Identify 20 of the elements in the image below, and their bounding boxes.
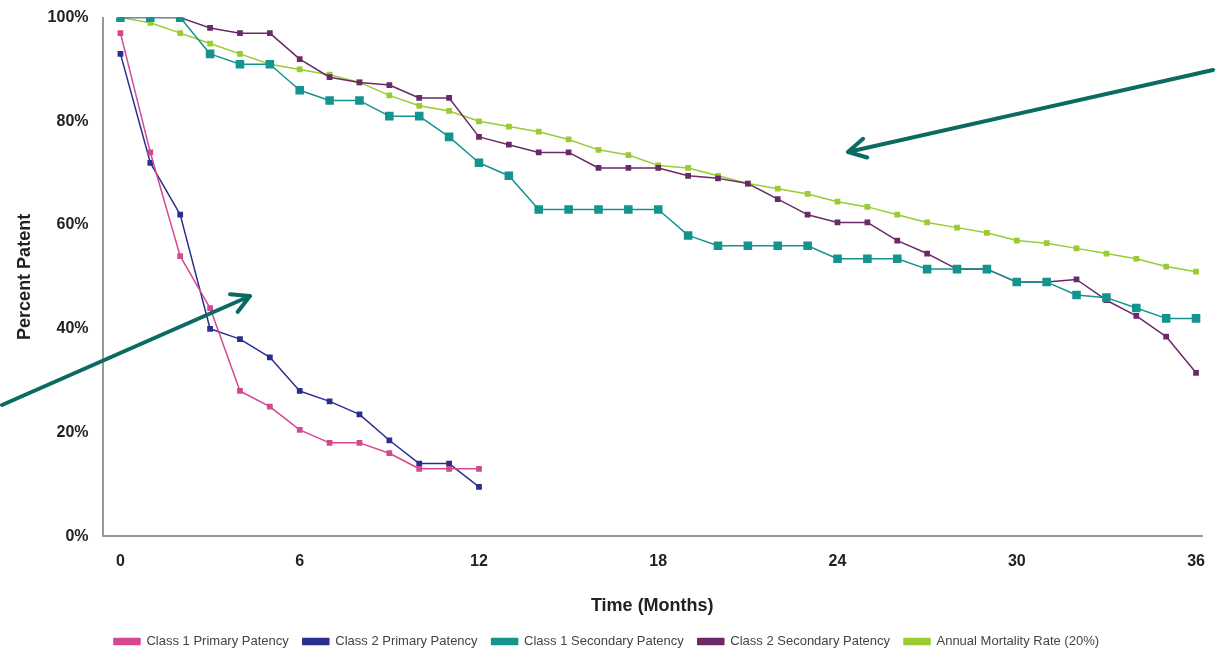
- x-tick-label: 30: [1007, 552, 1026, 570]
- x-tick-label: 0: [116, 552, 125, 570]
- y-tick-label: 100%: [47, 8, 89, 26]
- legend-label: Class 2 Primary Patency: [335, 633, 479, 649]
- x-axis-title: Time (Months): [590, 595, 714, 616]
- y-tick-label: 20%: [56, 422, 89, 440]
- x-tick-label: 18: [649, 552, 668, 570]
- legend-label: Class 2 Secondary Patency: [730, 633, 891, 649]
- x-tick-label: 12: [470, 552, 488, 570]
- legend-label: Class 1 Primary Patency: [146, 633, 290, 649]
- x-tick-label: 24: [828, 552, 847, 570]
- y-tick-label: 80%: [56, 111, 89, 129]
- y-axis-title: Percent Patent: [13, 213, 34, 340]
- legend-label: Class 1 Secondary Patency: [524, 633, 685, 649]
- y-tick-label: 60%: [56, 215, 89, 233]
- legend-label: Annual Mortality Rate (20%): [936, 633, 1100, 649]
- y-tick-label: 40%: [56, 319, 89, 337]
- x-tick-label: 36: [1187, 552, 1206, 570]
- y-tick-label: 0%: [65, 526, 89, 544]
- x-tick-label: 6: [295, 552, 305, 570]
